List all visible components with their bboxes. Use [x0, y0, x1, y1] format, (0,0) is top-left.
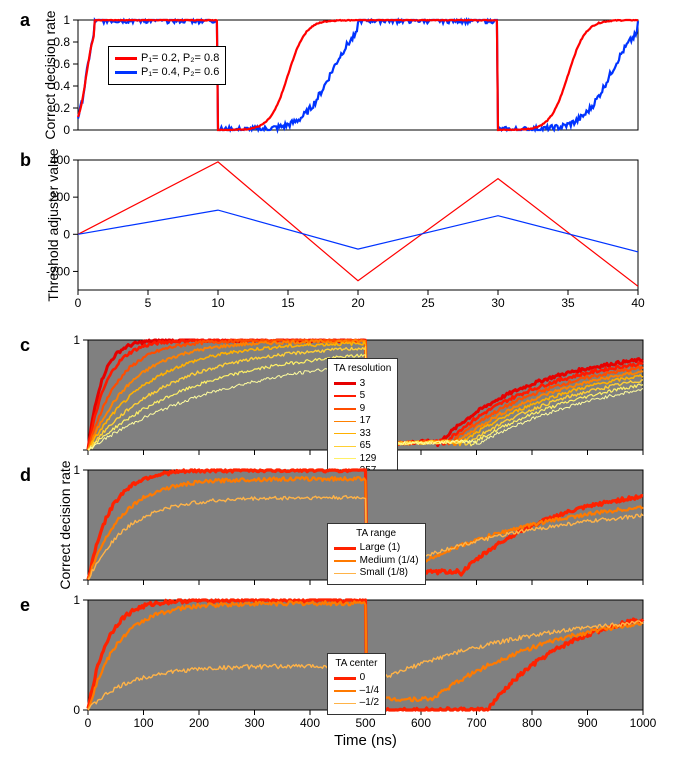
legend-title: TA resolution — [334, 363, 392, 376]
svg-text:30: 30 — [491, 296, 505, 310]
svg-text:1: 1 — [73, 463, 80, 477]
svg-text:0: 0 — [63, 123, 70, 137]
legend-label: Medium (1/4) — [360, 555, 419, 568]
legend-label: Large (1) — [360, 542, 401, 555]
svg-text:15: 15 — [281, 296, 295, 310]
svg-text:1: 1 — [73, 593, 80, 607]
legend-label: 33 — [360, 428, 371, 441]
legend-label: 0 — [360, 672, 366, 685]
panel-a-legend: P₁= 0.2, P₂= 0.8P₁= 0.4, P₂= 0.6 — [108, 46, 226, 85]
ylabel-b: Threshold adjuster value — [45, 140, 61, 310]
svg-text:100: 100 — [133, 716, 153, 730]
legend-title: TA range — [334, 528, 419, 541]
legend-label: 17 — [360, 415, 371, 428]
svg-text:20: 20 — [351, 296, 365, 310]
panel-e-legend: TA center0–1/4–1/2 — [327, 653, 386, 715]
svg-text:300: 300 — [244, 716, 264, 730]
svg-text:5: 5 — [145, 296, 152, 310]
ylabel-a: Correct decision rate — [42, 5, 58, 145]
panel-label-a: a — [20, 10, 30, 31]
svg-text:0: 0 — [75, 296, 82, 310]
svg-text:1: 1 — [73, 333, 80, 347]
svg-text:40: 40 — [631, 296, 645, 310]
svg-text:400: 400 — [300, 716, 320, 730]
svg-text:900: 900 — [577, 716, 597, 730]
figure: 00.20.40.60.81P₁= 0.2, P₂= 0.8P₁= 0.4, P… — [0, 0, 675, 759]
svg-text:800: 800 — [522, 716, 542, 730]
panel-b: 0510152025303540-2000200400 — [78, 160, 638, 290]
legend-label: –1/2 — [360, 697, 379, 710]
legend-label: 9 — [360, 403, 366, 416]
legend-label: 3 — [360, 378, 366, 391]
panel-label-d: d — [20, 465, 31, 486]
svg-text:10: 10 — [211, 296, 225, 310]
legend-label: P₁= 0.2, P₂= 0.8 — [141, 51, 219, 65]
panel-c-legend: TA resolution359173365129257 — [327, 358, 399, 483]
svg-text:25: 25 — [421, 296, 435, 310]
svg-text:700: 700 — [466, 716, 486, 730]
legend-label: 65 — [360, 440, 371, 453]
legend-label: 129 — [360, 453, 377, 466]
svg-text:0: 0 — [73, 703, 80, 717]
panel-label-e: e — [20, 595, 30, 616]
legend-label: P₁= 0.4, P₂= 0.6 — [141, 65, 219, 79]
svg-text:1: 1 — [63, 13, 70, 27]
panel-d-legend: TA rangeLarge (1)Medium (1/4)Small (1/8) — [327, 523, 426, 585]
svg-text:35: 35 — [561, 296, 575, 310]
svg-text:1000: 1000 — [630, 716, 657, 730]
legend-label: –1/4 — [360, 685, 379, 698]
svg-text:200: 200 — [189, 716, 209, 730]
svg-text:0: 0 — [63, 227, 70, 241]
legend-title: TA center — [334, 658, 379, 671]
svg-text:600: 600 — [411, 716, 431, 730]
svg-text:0: 0 — [85, 716, 92, 730]
legend-label: 5 — [360, 390, 366, 403]
legend-label: Small (1/8) — [360, 567, 408, 580]
xlabel-cde: Time (ns) — [88, 732, 643, 749]
panel-label-b: b — [20, 150, 31, 171]
panel-label-c: c — [20, 335, 30, 356]
svg-text:500: 500 — [355, 716, 375, 730]
ylabel-cde: Correct decision rate — [57, 440, 73, 610]
